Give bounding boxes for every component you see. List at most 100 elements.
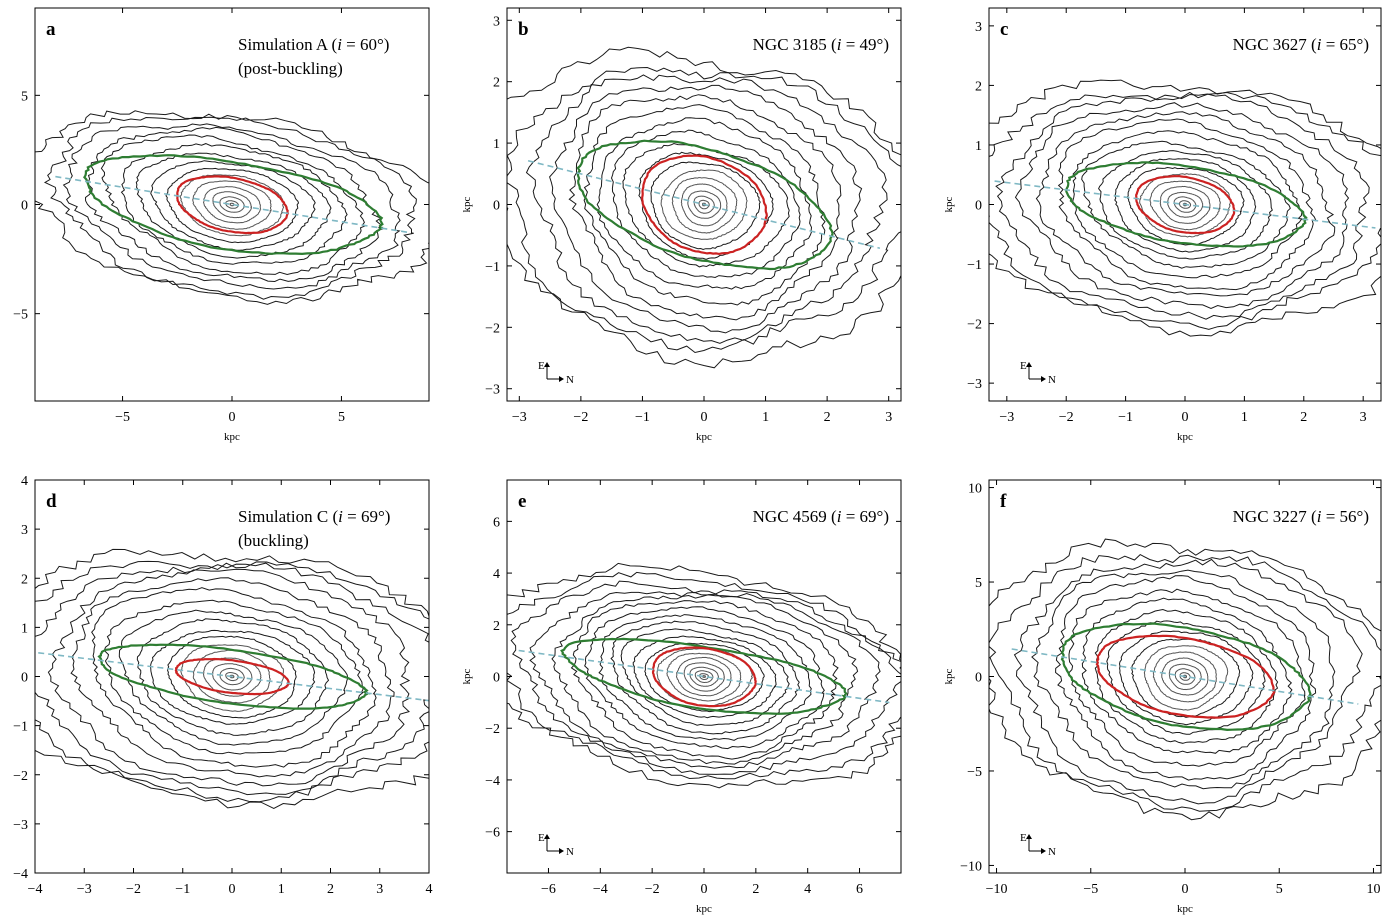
isophote-contour <box>529 591 881 769</box>
panel-title: Simulation C (i = 69°) <box>238 507 390 526</box>
y-tick-label: 0 <box>21 671 28 686</box>
y-tick-label: 5 <box>21 89 28 104</box>
isophote-contour <box>1081 140 1291 269</box>
isophote-contour <box>638 151 774 260</box>
y-tick-label: 1 <box>21 621 28 636</box>
x-axis-label: kpc <box>1177 431 1193 443</box>
x-axis-label: kpc <box>224 431 240 443</box>
isophote-contour <box>70 577 395 778</box>
compass-arrows: EN <box>1020 360 1056 386</box>
contour-plot <box>989 79 1381 337</box>
y-tick-label: 2 <box>493 619 500 634</box>
y-tick-label: 2 <box>975 79 982 94</box>
isophote-contour <box>43 116 417 300</box>
isophote-contour <box>1035 111 1336 297</box>
isophote-contour <box>35 548 429 810</box>
plot-frame <box>34 7 430 402</box>
bar-axis-line <box>35 651 429 702</box>
y-tick-label: 4 <box>493 567 500 582</box>
panel-c: −3 −2 −1 0 1 2 3 −3 −2 −1 0 1 2 3 kpc kpc c NGC 3627 (i =… <box>943 7 1382 443</box>
isophote-contour <box>525 74 888 344</box>
isophote-contour <box>35 110 429 305</box>
y-tick-label: −4 <box>13 867 28 882</box>
isophote-contour <box>1159 185 1211 224</box>
y-tick-label: 3 <box>975 20 982 35</box>
compass-n-label: N <box>566 374 574 386</box>
x-axis-label: kpc <box>696 903 712 915</box>
compass-e-label: E <box>538 360 545 372</box>
green-isophote <box>576 139 834 271</box>
panel-letter: d <box>46 491 57 512</box>
y-tick-label: 2 <box>21 572 28 587</box>
x-tick-label: −2 <box>573 410 588 425</box>
y-tick-label: 6 <box>493 515 500 530</box>
isophote-contour <box>167 635 297 719</box>
isophote-contour <box>989 538 1381 821</box>
isophote-contour <box>584 606 825 750</box>
isophote-contour <box>507 66 901 354</box>
isophote-contour <box>694 670 714 683</box>
y-tick-label: 1 <box>975 139 982 154</box>
isophote-contour <box>549 84 863 334</box>
isophote-contour <box>150 160 316 251</box>
isophote-contour <box>570 600 839 760</box>
isophote-contour <box>1168 663 1202 691</box>
x-tick-label: 2 <box>327 882 334 897</box>
isophote-contour <box>118 609 349 746</box>
isophote-contour <box>1149 180 1221 231</box>
x-axis-label: kpc <box>1177 903 1193 915</box>
compass-n-label: N <box>566 846 574 858</box>
contour-plot <box>35 548 429 810</box>
isophote-contour <box>989 553 1381 812</box>
isophote-contour <box>644 642 765 713</box>
bar-axis-line <box>527 159 881 250</box>
isophote-contour <box>35 562 429 796</box>
panel-subtitle: (buckling) <box>238 531 309 550</box>
x-tick-label: 4 <box>804 882 811 897</box>
isophote-contour <box>702 202 707 207</box>
panel-letter: f <box>1000 491 1007 512</box>
compass-arrows: EN <box>1020 832 1056 858</box>
x-tick-label: 0 <box>701 410 708 425</box>
x-tick-label: −5 <box>115 410 130 425</box>
isophote-contour <box>510 580 901 775</box>
isophote-contour <box>596 117 813 290</box>
panel-letter: a <box>46 19 56 40</box>
panel-title: NGC 4569 (i = 69°) <box>753 507 889 526</box>
y-tick-label: −4 <box>485 774 500 789</box>
x-tick-label: 0 <box>1182 882 1189 897</box>
panel-b: −3 −2 −1 0 1 2 3 −3 −2 −1 0 1 2 3 kpc kpc b NGC 3185 (i =… <box>461 7 902 443</box>
isophote-contour <box>1014 102 1350 310</box>
isophote-contour <box>1072 130 1303 279</box>
isophote-contour <box>192 649 271 704</box>
isophote-contour <box>551 593 859 765</box>
isophote-contour <box>35 560 429 803</box>
y-tick-label: −1 <box>967 258 982 273</box>
isophote-contour <box>671 177 738 234</box>
red-isophote <box>174 657 292 696</box>
x-tick-label: −10 <box>986 882 1008 897</box>
isophote-contour <box>610 129 801 279</box>
x-tick-label: 1 <box>1241 410 1248 425</box>
x-tick-label: 3 <box>1360 410 1367 425</box>
bar-axis-line <box>518 649 890 704</box>
panel-d: −4 −3 −2 −1 0 1 2 3 4 −4 −3 −2 −1 0 1 2 3 4 d Simulation C … <box>13 474 432 897</box>
isophote-contour <box>47 568 412 787</box>
isophote-contour <box>1114 158 1257 253</box>
y-tick-label: −5 <box>13 308 28 323</box>
y-tick-label: 2 <box>493 76 500 91</box>
panel-title: NGC 3185 (i = 49°) <box>753 35 889 54</box>
compass-arrows: EN <box>538 360 574 386</box>
y-axis-label: kpc <box>943 668 955 684</box>
isophote-contour <box>103 599 365 755</box>
isophote-contour <box>149 629 316 725</box>
y-tick-label: −6 <box>485 826 500 841</box>
y-tick-label: −10 <box>960 859 982 874</box>
y-tick-label: −2 <box>967 318 982 333</box>
x-tick-label: 3 <box>885 410 892 425</box>
x-tick-label: −2 <box>126 882 141 897</box>
y-tick-label: −1 <box>13 720 28 735</box>
isophote-contour <box>212 191 253 219</box>
x-tick-label: 5 <box>1276 882 1283 897</box>
